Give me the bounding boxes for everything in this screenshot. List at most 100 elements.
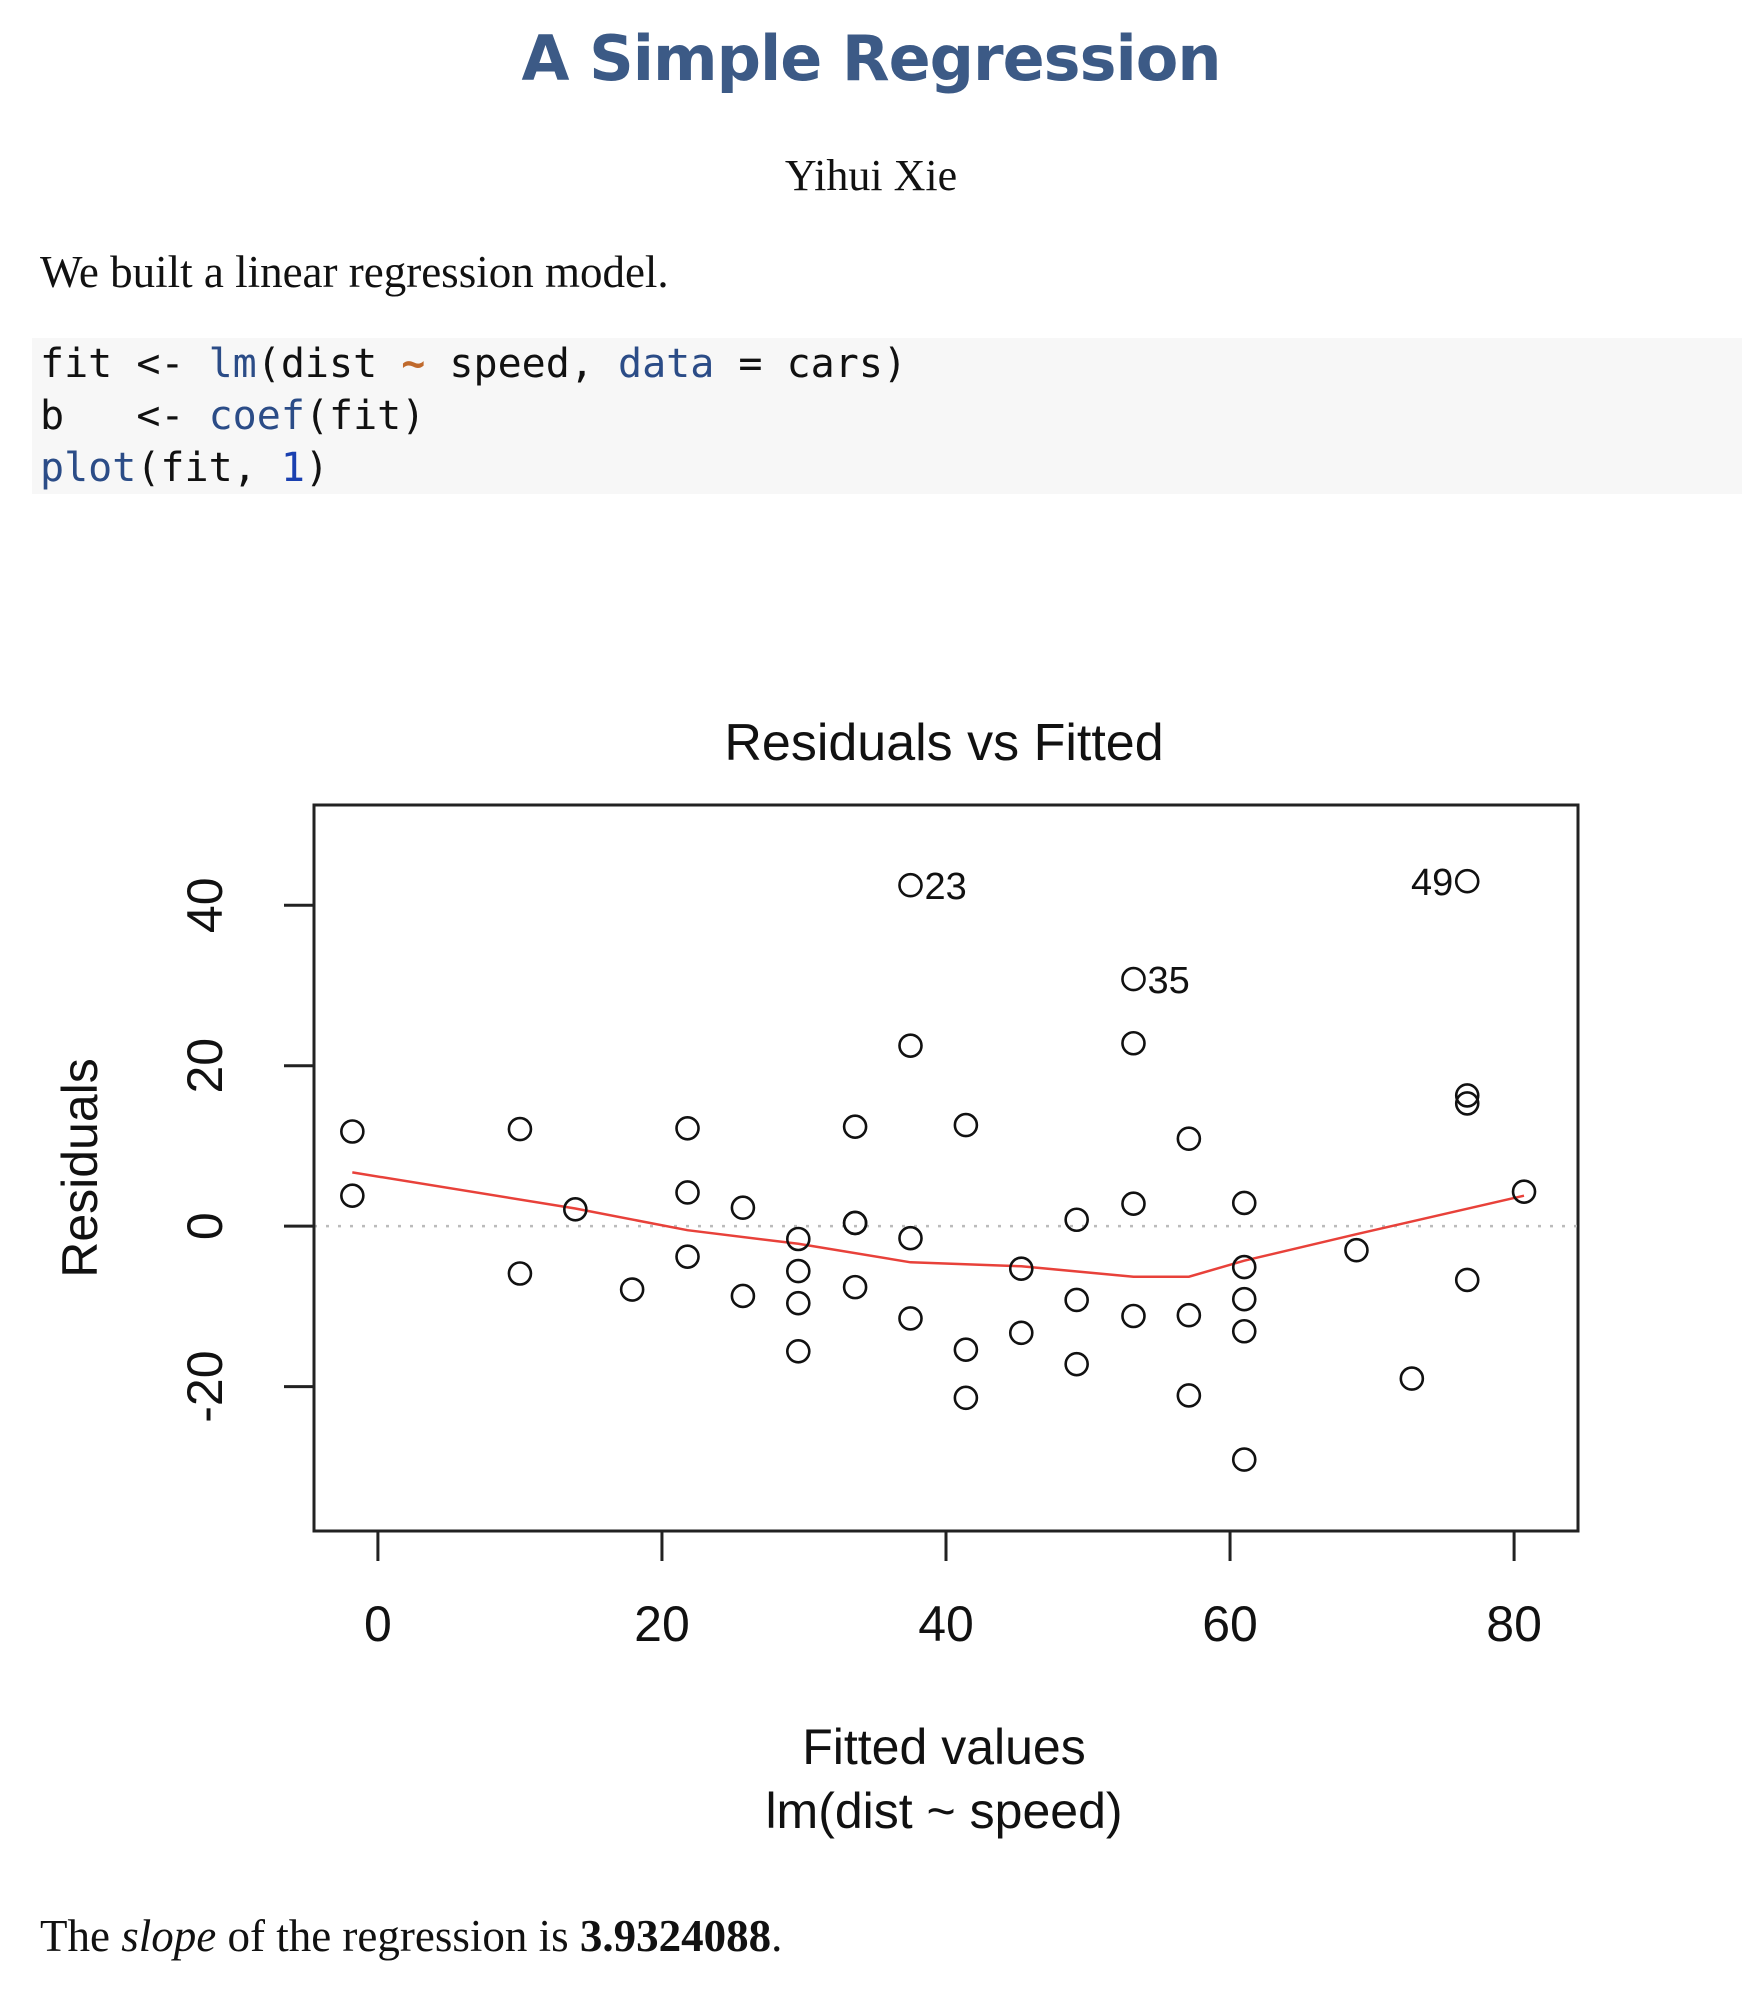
data-point <box>898 1306 923 1331</box>
result-text-middle: of the regression is <box>216 1911 580 1961</box>
code-line: fit <- lm(dist ~ speed, data = cars) <box>40 338 1742 390</box>
x-tick-label: 0 <box>364 1596 392 1652</box>
data-point <box>507 1261 533 1286</box>
point-label: 35 <box>1147 960 1189 1002</box>
code-token: coef <box>208 393 305 439</box>
data-point <box>1344 1237 1369 1263</box>
slope-value: 3.9324088 <box>579 1911 772 1961</box>
data-point <box>1454 1083 1480 1108</box>
data-point <box>785 1258 811 1284</box>
code-token: b <- <box>40 393 209 439</box>
code-token: lm <box>208 341 257 387</box>
code-token: ~ <box>401 341 426 387</box>
data-point <box>785 1290 811 1316</box>
data-point <box>1064 1287 1089 1313</box>
data-point <box>675 1180 700 1205</box>
code-token: (dist <box>256 341 402 387</box>
outlier-labels: 23 35 49 <box>924 862 1453 1002</box>
result-text-after: . <box>771 1911 783 1961</box>
x-tick-label: 20 <box>634 1596 690 1652</box>
document-title: A Simple Regression <box>521 22 1222 95</box>
code-token: fit <- <box>40 341 209 387</box>
data-point <box>898 1225 923 1251</box>
data-point <box>1231 1286 1257 1312</box>
y-tick-label: 40 <box>177 877 233 933</box>
y-axis-label: Residuals <box>52 1058 108 1278</box>
data-point <box>785 1339 811 1364</box>
result-emphasis: slope <box>121 1911 217 1961</box>
data-point <box>1064 1351 1089 1377</box>
data-point <box>842 1114 868 1139</box>
data-point <box>1511 1179 1537 1204</box>
code-token: (fit) <box>304 393 426 439</box>
data-point <box>1064 1207 1089 1233</box>
code-token: 1 <box>280 445 305 491</box>
data-point <box>898 872 923 898</box>
point-label: 23 <box>924 866 966 908</box>
y-axis: -20 0 20 40 <box>177 877 316 1423</box>
data-point <box>1231 1447 1257 1472</box>
data-point <box>953 1337 979 1363</box>
data-point <box>785 1226 811 1252</box>
data-point <box>953 1385 979 1411</box>
x-axis: 0 20 40 60 80 <box>364 1529 1542 1652</box>
data-point <box>340 1119 365 1144</box>
data-point <box>842 1210 868 1236</box>
x-tick-label: 40 <box>918 1596 974 1652</box>
data-point <box>1399 1366 1425 1391</box>
point-label: 49 <box>1411 862 1453 904</box>
data-point <box>730 1195 756 1221</box>
code-block: fit <- lm(dist ~ speed, data = cars) b <-… <box>32 338 1742 494</box>
data-point <box>898 1033 923 1058</box>
code-token: ) <box>304 445 330 491</box>
data-point <box>675 1115 700 1141</box>
intro-paragraph: We built a linear regression model. <box>40 247 669 297</box>
data-point <box>1231 1190 1257 1216</box>
code-line: b <- coef(fit) <box>40 390 1742 442</box>
code-token: plot <box>40 445 137 491</box>
x-tick-label: 60 <box>1202 1596 1258 1652</box>
code-token: data <box>618 341 715 387</box>
residual-points <box>340 868 1537 1472</box>
data-point <box>1176 1302 1202 1328</box>
data-point <box>1176 1383 1202 1408</box>
data-point <box>563 1197 588 1222</box>
x-axis-label: Fitted values <box>802 1719 1085 1775</box>
code-text: fit <- lm(dist ~ speed, data = cars) b <-… <box>32 338 1742 494</box>
data-point <box>1454 868 1480 894</box>
chart-title: Residuals vs Fitted <box>724 714 1163 772</box>
data-point <box>340 1183 365 1208</box>
x-axis-sublabel: lm(dist ~ speed) <box>765 1783 1122 1839</box>
y-tick-label: -20 <box>177 1350 233 1422</box>
data-point <box>730 1283 756 1309</box>
data-point <box>1454 1267 1480 1293</box>
code-token: (fit, <box>136 445 281 491</box>
code-line: plot(fit, 1) <box>40 442 1742 494</box>
data-point <box>1008 1256 1034 1281</box>
y-tick-label: 20 <box>177 1038 233 1094</box>
residuals-vs-fitted-chart: Residuals vs Fitted 0 20 40 60 80 -20 0 20 40 2… <box>52 714 1580 1839</box>
data-point <box>1176 1126 1202 1152</box>
data-point <box>953 1112 979 1138</box>
author-name: Yihui Xie <box>784 151 958 200</box>
data-point <box>619 1277 645 1302</box>
data-point <box>1231 1254 1257 1280</box>
data-point <box>1121 1191 1146 1216</box>
result-paragraph: The slope of the regression is 3.9324088… <box>40 1910 782 1962</box>
y-tick-label: 0 <box>177 1212 233 1240</box>
data-point <box>1121 1030 1146 1056</box>
data-point <box>1454 1091 1480 1116</box>
data-point <box>1121 966 1146 992</box>
code-token: = cars) <box>714 341 907 387</box>
data-point <box>675 1244 700 1269</box>
smooth-trend-line <box>352 1171 1525 1278</box>
data-point <box>1008 1320 1034 1346</box>
data-point <box>1121 1303 1146 1329</box>
plot-frame <box>312 803 1580 1533</box>
data-point <box>842 1274 868 1300</box>
data-point <box>507 1116 533 1142</box>
data-point <box>1231 1318 1257 1344</box>
x-tick-label: 80 <box>1486 1596 1542 1652</box>
result-text-before: The <box>40 1911 122 1961</box>
code-token: speed, <box>425 341 618 387</box>
